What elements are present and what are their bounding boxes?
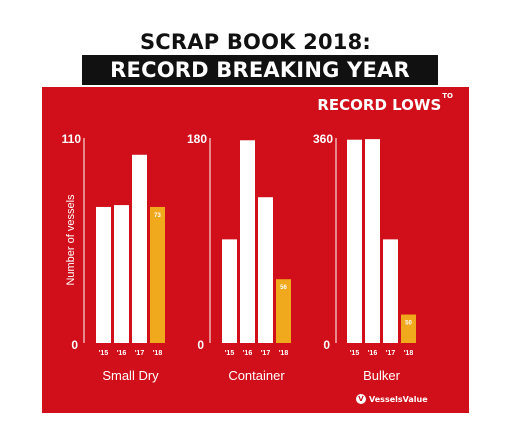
container-bar-2016 [240, 140, 255, 343]
container-bar-2015 [222, 239, 237, 343]
small-dry-xtick-1: '16 [117, 350, 127, 357]
record-lows-annotation: RECORD LOWSTO [317, 92, 453, 114]
small-dry-ytick-max: 110 [62, 132, 82, 146]
bulker-xtick-2: '17 [386, 350, 396, 357]
bulker-bar-2015 [347, 139, 362, 343]
record-lows-superscript: TO [442, 92, 453, 100]
y-axis-label: Number of vessels [65, 194, 77, 286]
small-dry-xtick-2: '17 [135, 350, 145, 357]
brand-name: VesselsValue [369, 394, 428, 404]
container-data-label-3: 56 [280, 285, 287, 291]
chart-subtitle: RECORD BREAKING YEAR [82, 55, 438, 85]
small-dry-ytick-zero: 0 [71, 338, 78, 352]
bulker-bar-2017 [383, 239, 398, 343]
small-dry-data-label-3: 73 [154, 213, 161, 219]
small-dry-xtick-0: '15 [99, 350, 109, 357]
vesselsvalue-logo-icon: V [356, 394, 366, 404]
container-xtick-2: '17 [261, 350, 271, 357]
container-xtick-0: '15 [225, 350, 235, 357]
vesselsvalue-logo: V VesselsValue [356, 394, 428, 404]
container-bar-2017 [258, 197, 273, 343]
small-dry-panel-title: Small Dry [102, 368, 159, 383]
small-dry-bar-2016 [114, 205, 129, 343]
bulker-ytick-max: 360 [313, 132, 333, 146]
bulker-xtick-1: '16 [368, 350, 378, 357]
container-xtick-3: '18 [279, 350, 289, 357]
small-dry-bar-2015 [96, 206, 111, 343]
container-ytick-zero: 0 [197, 338, 204, 352]
container-panel-title: Container [228, 368, 285, 383]
record-lows-text: RECORD LOWS [317, 96, 442, 114]
bulker-panel-title: Bulker [363, 368, 401, 383]
small-dry-bar-2018 [150, 206, 165, 343]
bulker-bar-2018 [401, 314, 416, 343]
small-dry-xtick-3: '18 [153, 350, 163, 357]
bulker-data-label-3: 50 [405, 321, 412, 327]
chart-title: SCRAP BOOK 2018: [139, 30, 371, 54]
title-block: SCRAP BOOK 2018: RECORD BREAKING YEAR [0, 0, 511, 88]
bulker-xtick-3: '18 [404, 350, 414, 357]
small-dry-bar-2017 [132, 154, 147, 343]
container-ytick-max: 180 [187, 132, 207, 146]
container-xtick-1: '16 [243, 350, 253, 357]
bulker-ytick-zero: 0 [323, 338, 330, 352]
container-bar-2018 [276, 279, 291, 343]
bulker-xtick-0: '15 [350, 350, 360, 357]
bulker-bar-2016 [365, 139, 380, 343]
